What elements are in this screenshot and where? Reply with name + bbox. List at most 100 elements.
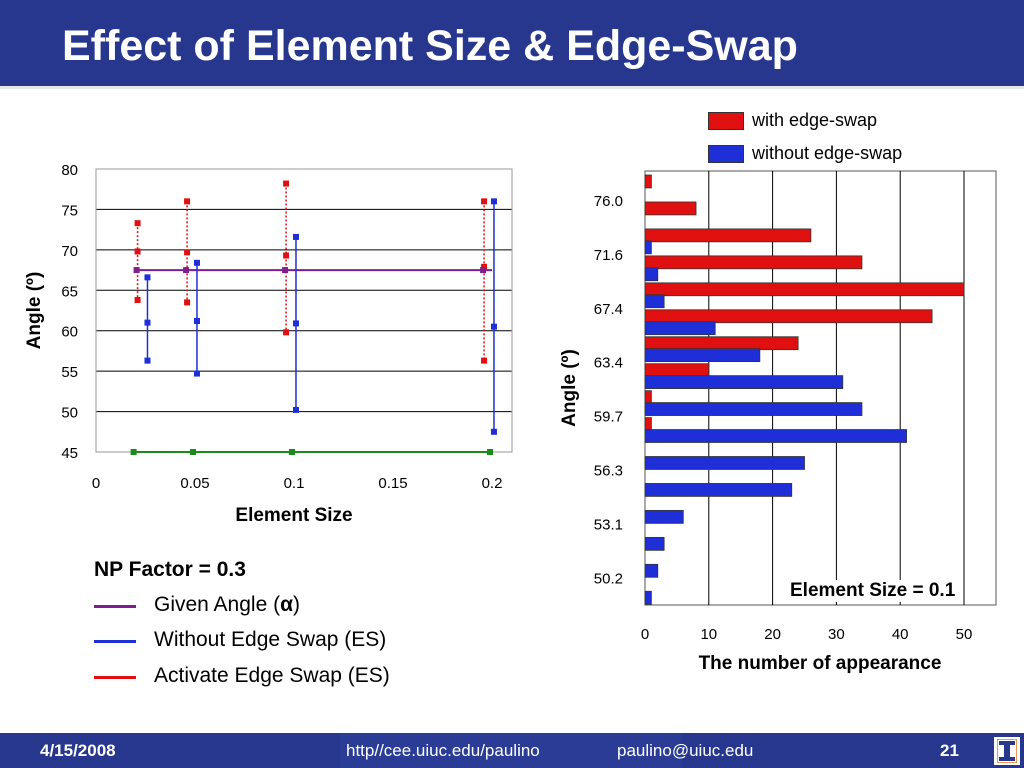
x-axis-title: Element Size xyxy=(235,505,352,526)
histogram-bar xyxy=(644,282,965,297)
x-axis-title: The number of appearance xyxy=(699,653,942,674)
x-tick-label: 20 xyxy=(764,626,781,643)
y-tick-label: 80 xyxy=(61,162,78,179)
histogram-bar xyxy=(644,510,684,524)
x-tick-label: 0.1 xyxy=(284,475,305,492)
histogram-bar xyxy=(644,402,863,416)
baseline-marker xyxy=(190,449,197,455)
error-bar-marker xyxy=(144,357,151,364)
error-bar-marker xyxy=(283,329,290,336)
legend-label: without edge-swap xyxy=(752,143,903,163)
footer-email: paulino@uiuc.edu xyxy=(617,741,754,760)
y-tick-label: 45 xyxy=(61,445,78,462)
legend-swatch-red xyxy=(708,112,744,130)
np-factor-label: NP Factor = 0.3 xyxy=(94,558,246,581)
given-angle-marker xyxy=(133,267,140,274)
error-bar-marker xyxy=(283,180,290,187)
title-bar xyxy=(0,0,1024,86)
error-bar-marker xyxy=(184,249,191,256)
error-bar-marker xyxy=(134,220,141,227)
baseline-marker xyxy=(289,449,296,455)
y-tick-label: 50.2 xyxy=(594,570,623,587)
error-bar-marker xyxy=(490,323,497,330)
error-bar-marker xyxy=(292,406,299,413)
error-bar-chart: 45 50 55 60 65 70 75 80 0 0.05 0.1 0.15 0.2 Element S… xyxy=(24,162,513,526)
error-bar-marker xyxy=(184,198,191,205)
footer-url: http//cee.uiuc.edu/paulino xyxy=(346,741,540,760)
error-bar-marker xyxy=(193,259,200,266)
error-bar-marker xyxy=(144,274,151,281)
legend-line-red xyxy=(94,676,136,679)
error-bar-marker xyxy=(193,370,200,377)
error-bar-marker xyxy=(490,428,497,435)
footer-date: 4/15/2008 xyxy=(40,741,116,760)
error-bar-marker xyxy=(490,198,497,205)
histogram-bar xyxy=(644,240,652,255)
histogram-bar xyxy=(644,201,697,216)
slide-title: Effect of Element Size & Edge-Swap xyxy=(62,22,798,70)
y-tick-label: 50 xyxy=(61,405,78,422)
histogram-bar xyxy=(644,375,844,389)
histogram-bar xyxy=(644,228,812,243)
footer-divider xyxy=(340,733,682,768)
legend-label: with edge-swap xyxy=(752,110,878,130)
y-tick-label: 55 xyxy=(61,364,78,381)
y-tick-label: 75 xyxy=(61,202,78,219)
error-bar-marker xyxy=(134,248,141,255)
x-tick-label: 0.2 xyxy=(482,475,503,492)
illinois-i-icon xyxy=(997,739,1017,763)
x-tick-label: 40 xyxy=(892,626,909,643)
legend-line-purple xyxy=(94,605,136,608)
error-bar-marker xyxy=(481,357,488,364)
legend-with-es-label: Activate Edge Swap (ES) xyxy=(154,664,390,687)
error-bar-marker xyxy=(193,318,200,325)
error-bar-marker xyxy=(283,252,290,259)
y-tick-label: 71.6 xyxy=(594,247,623,264)
error-bar-marker xyxy=(292,320,299,327)
y-tick-label: 76.0 xyxy=(594,193,623,210)
y-axis-title: Angle (º) xyxy=(24,272,45,350)
given-angle-marker xyxy=(480,267,487,274)
histogram-chart: 0 10 20 30 40 50 The number of appearance Angle… xyxy=(559,170,997,674)
element-size-annotation: Element Size = 0.1 xyxy=(790,580,956,602)
legend-swatch-blue xyxy=(708,145,744,163)
error-bar-marker xyxy=(184,299,191,306)
error-bar-marker xyxy=(481,198,488,205)
y-tick-label: 70 xyxy=(61,243,78,260)
legend-given-angle-label: Given Angle (α) xyxy=(154,593,300,616)
x-tick-label: 0.15 xyxy=(378,475,407,492)
histogram-bar xyxy=(644,267,659,282)
histogram-bar xyxy=(644,456,805,470)
baseline-marker xyxy=(130,449,137,455)
given-angle-marker xyxy=(183,267,190,274)
x-tick-label: 0.05 xyxy=(180,475,209,492)
histogram-bar xyxy=(644,390,652,404)
x-tick-label: 10 xyxy=(700,626,717,643)
baseline-marker xyxy=(487,449,494,455)
legend-line-blue xyxy=(94,640,136,643)
histogram-bar xyxy=(644,336,799,351)
y-tick-label: 56.3 xyxy=(594,463,623,480)
title-rule xyxy=(0,86,1024,89)
histogram-bar xyxy=(644,536,665,551)
histogram-bar xyxy=(644,321,716,336)
y-tick-label: 53.1 xyxy=(594,516,623,533)
y-tick-label: 60 xyxy=(61,324,78,341)
x-tick-label: 0 xyxy=(92,475,100,492)
y-tick-label: 67.4 xyxy=(594,301,623,318)
y-axis-title: Angle (º) xyxy=(559,349,580,427)
histogram-bar xyxy=(644,309,933,324)
histogram-bar xyxy=(644,563,659,578)
given-angle-marker xyxy=(282,267,289,274)
university-logo xyxy=(994,737,1020,765)
error-bar-marker xyxy=(134,296,141,303)
plot-frame xyxy=(95,168,513,453)
histogram-bar xyxy=(644,255,863,270)
y-tick-label: 65 xyxy=(61,283,78,300)
error-bar-marker xyxy=(481,263,488,270)
histogram-bar xyxy=(644,417,652,431)
x-tick-label: 30 xyxy=(828,626,845,643)
y-tick-label: 63.4 xyxy=(594,355,623,372)
histogram-bar xyxy=(644,590,652,605)
